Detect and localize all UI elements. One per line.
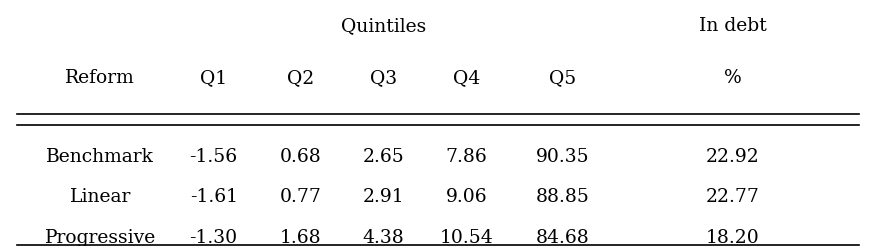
- Text: Q4: Q4: [453, 69, 480, 87]
- Text: In debt: In debt: [698, 17, 766, 35]
- Text: -1.30: -1.30: [189, 229, 238, 246]
- Text: 0.77: 0.77: [280, 188, 322, 206]
- Text: Q3: Q3: [370, 69, 398, 87]
- Text: %: %: [724, 69, 741, 87]
- Text: 4.38: 4.38: [363, 229, 405, 246]
- Text: Benchmark: Benchmark: [46, 148, 154, 166]
- Text: 7.86: 7.86: [446, 148, 487, 166]
- Text: Q5: Q5: [548, 69, 576, 87]
- Text: Reform: Reform: [65, 69, 135, 87]
- Text: -1.61: -1.61: [189, 188, 238, 206]
- Text: 9.06: 9.06: [446, 188, 487, 206]
- Text: 2.65: 2.65: [363, 148, 405, 166]
- Text: 84.68: 84.68: [535, 229, 589, 246]
- Text: -1.56: -1.56: [189, 148, 238, 166]
- Text: Q1: Q1: [200, 69, 228, 87]
- Text: Q2: Q2: [287, 69, 315, 87]
- Text: Quintiles: Quintiles: [341, 17, 426, 35]
- Text: Linear: Linear: [70, 188, 131, 206]
- Text: 22.77: 22.77: [705, 188, 760, 206]
- Text: 88.85: 88.85: [535, 188, 589, 206]
- Text: 0.68: 0.68: [280, 148, 322, 166]
- Text: 2.91: 2.91: [363, 188, 405, 206]
- Text: 22.92: 22.92: [705, 148, 760, 166]
- Text: 90.35: 90.35: [535, 148, 589, 166]
- Text: Progressive: Progressive: [44, 229, 156, 246]
- Text: 10.54: 10.54: [439, 229, 494, 246]
- Text: 1.68: 1.68: [280, 229, 322, 246]
- Text: 18.20: 18.20: [705, 229, 760, 246]
